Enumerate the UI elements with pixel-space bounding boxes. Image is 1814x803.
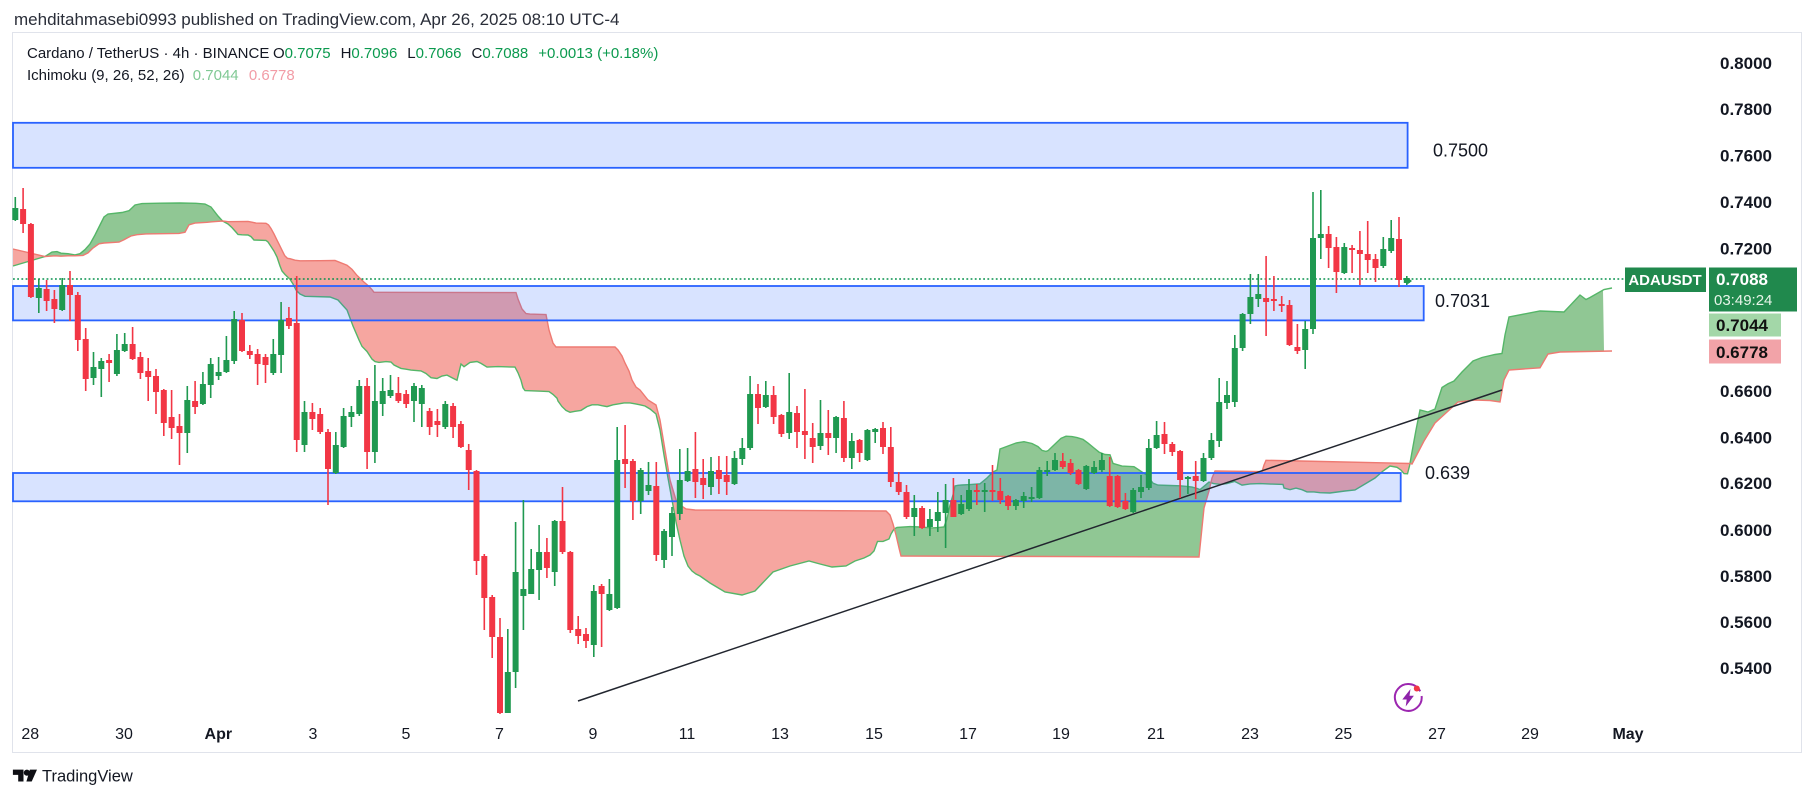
svg-text:7: 7 (495, 726, 504, 743)
svg-text:0.5600: 0.5600 (1720, 613, 1772, 632)
svg-text:0.5800: 0.5800 (1720, 567, 1772, 586)
svg-text:27: 27 (1428, 726, 1446, 743)
svg-text:0.639: 0.639 (1425, 463, 1470, 483)
svg-text:0.6400: 0.6400 (1720, 429, 1772, 448)
svg-text:0.7088: 0.7088 (1716, 270, 1768, 289)
svg-text:13: 13 (771, 726, 789, 743)
svg-text:0.7031: 0.7031 (1435, 291, 1490, 311)
svg-text:29: 29 (1521, 726, 1539, 743)
svg-text:19: 19 (1052, 726, 1070, 743)
svg-text:30: 30 (115, 726, 133, 743)
svg-text:0.7200: 0.7200 (1720, 240, 1772, 259)
svg-text:11: 11 (679, 726, 696, 743)
svg-text:03:49:24: 03:49:24 (1714, 292, 1772, 309)
svg-text:0.6778: 0.6778 (1716, 343, 1768, 362)
svg-text:5: 5 (402, 726, 411, 743)
svg-text:Cardano / TetherUS · 4h · BINA: Cardano / TetherUS · 4h · BINANCE (27, 45, 269, 62)
svg-text:0.5400: 0.5400 (1720, 659, 1772, 678)
svg-text:23: 23 (1241, 726, 1259, 743)
svg-text:TradingView: TradingView (42, 768, 133, 786)
svg-text:28: 28 (21, 726, 39, 743)
svg-text:ADAUSDT: ADAUSDT (1628, 272, 1701, 289)
svg-text:0.6600: 0.6600 (1720, 382, 1772, 401)
svg-text:0.7600: 0.7600 (1720, 147, 1772, 166)
svg-text:25: 25 (1335, 726, 1353, 743)
svg-text:9: 9 (589, 726, 598, 743)
svg-text:0.6200: 0.6200 (1720, 474, 1772, 493)
svg-text:Apr: Apr (205, 726, 233, 743)
svg-text:21: 21 (1147, 726, 1165, 743)
svg-text:3: 3 (309, 726, 318, 743)
svg-text:0.7500: 0.7500 (1433, 141, 1488, 161)
svg-text:0.7800: 0.7800 (1720, 100, 1772, 119)
svg-text:Ichimoku (9, 26, 52, 26) 0.704: Ichimoku (9, 26, 52, 26) 0.7044 0.6778 (27, 67, 295, 84)
svg-text:0.7400: 0.7400 (1720, 193, 1772, 212)
svg-text:May: May (1612, 726, 1643, 743)
svg-text:mehditahmasebi0993 published o: mehditahmasebi0993 published on TradingV… (14, 10, 619, 29)
svg-text:0.8000: 0.8000 (1720, 54, 1772, 73)
svg-text:15: 15 (865, 726, 883, 743)
svg-text:0.6000: 0.6000 (1720, 521, 1772, 540)
svg-text:17: 17 (959, 726, 977, 743)
svg-text:0.7044: 0.7044 (1716, 316, 1769, 335)
